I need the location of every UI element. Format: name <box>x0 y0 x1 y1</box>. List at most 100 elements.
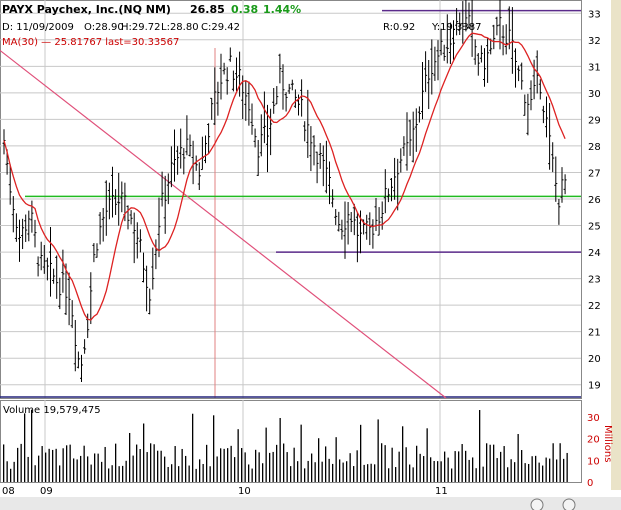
volume-bar <box>192 413 194 482</box>
volume-bar <box>209 466 211 482</box>
volume-bar <box>3 444 5 482</box>
volume-bar <box>83 445 85 482</box>
volume-bar <box>360 424 362 482</box>
volume-bar <box>426 428 428 482</box>
volume-bar <box>314 462 316 482</box>
volume-bar <box>34 465 36 482</box>
volume-bar <box>262 463 264 482</box>
volume-bar <box>468 459 470 482</box>
volume-bar <box>402 426 404 482</box>
volume-bar <box>272 451 274 482</box>
price-change-pct: 1.44% <box>263 3 301 16</box>
volume-bar <box>104 446 106 482</box>
low-value: L:28.80 <box>161 22 199 33</box>
volume-bar <box>206 444 208 482</box>
volume-bar <box>199 459 201 482</box>
volume-bar <box>80 455 82 482</box>
r-value: R:0.92 <box>383 22 415 33</box>
volume-bar <box>297 461 299 482</box>
volume-bar <box>514 462 516 482</box>
volume-bar <box>405 447 407 482</box>
volume-bar <box>517 434 519 482</box>
volume-bar <box>118 466 120 482</box>
y-value: Y:19.3387 <box>431 22 482 33</box>
volume-bar <box>500 451 502 482</box>
volume-bar <box>125 460 127 482</box>
volume-bar <box>377 419 379 482</box>
volume-bar <box>66 445 68 482</box>
scroll-handle-icon[interactable] <box>530 498 544 510</box>
volume-bar <box>41 446 43 482</box>
vertical-grid <box>44 0 441 482</box>
volume-bar <box>87 456 89 482</box>
volume-bar <box>549 458 551 482</box>
volume-bar <box>391 447 393 482</box>
volume-bar <box>461 444 463 482</box>
x-axis-ticks: 08 09 10 11 <box>2 486 448 497</box>
volume-bar <box>496 458 498 482</box>
volume-bar <box>444 451 446 482</box>
volume-bar <box>370 463 372 482</box>
volume-bar <box>230 445 232 482</box>
volume-bar <box>115 443 117 482</box>
volume-bar <box>503 446 505 482</box>
volume-bar <box>339 459 341 482</box>
volume-bar <box>111 465 113 482</box>
volume-bar <box>493 444 495 482</box>
volume-bar <box>510 459 512 482</box>
price-tick-label: 27 <box>588 168 601 179</box>
volume-bar <box>251 468 253 482</box>
volume-bar <box>146 452 148 482</box>
volume-bars <box>3 409 568 482</box>
volume-bar <box>535 455 537 482</box>
volume-bar <box>346 461 348 482</box>
volume-bar <box>342 462 344 482</box>
volume-bar <box>52 449 54 482</box>
volume-bar <box>17 447 19 482</box>
price-tick-label: 26 <box>588 195 601 206</box>
volume-bar <box>300 424 302 482</box>
volume-axis-ticks: 0 10 20 30 <box>587 413 600 489</box>
month-label: 11 <box>435 486 448 497</box>
month-label: 08 <box>2 486 15 497</box>
volume-bar <box>559 443 561 482</box>
volume-bar <box>437 461 439 482</box>
volume-label: Volume 19,579,475 <box>3 405 101 416</box>
volume-bar <box>258 452 260 482</box>
volume-bar <box>489 444 491 482</box>
volume-tick-label: 0 <box>587 478 593 489</box>
volume-bar <box>171 464 173 482</box>
price-tick-label: 23 <box>588 275 601 286</box>
volume-bar <box>451 468 453 482</box>
volume-bar <box>73 458 75 482</box>
volume-bar <box>167 466 169 482</box>
volume-bar <box>447 457 449 482</box>
volume-bar <box>283 443 285 482</box>
volume-bar <box>465 450 467 482</box>
volume-bar <box>412 467 414 482</box>
volume-bar <box>304 468 306 482</box>
volume-bar <box>374 464 376 482</box>
volume-bar <box>556 459 558 482</box>
volume-tick-label: 30 <box>587 413 600 424</box>
volume-bar <box>234 457 236 482</box>
volume-bar <box>276 444 278 482</box>
volume-bar <box>563 458 565 482</box>
volume-bar <box>10 468 12 482</box>
volume-bar <box>384 445 386 482</box>
scroll-handle-icon-2[interactable] <box>562 498 576 510</box>
volume-bar <box>160 450 162 482</box>
volume-bar <box>367 464 369 482</box>
price-axis-ticks: 19 20 21 22 23 24 25 26 27 28 29 30 31 32 33 <box>588 9 601 391</box>
volume-bar <box>227 448 229 482</box>
volume-bar <box>13 461 15 482</box>
price-tick-label: 21 <box>588 328 601 339</box>
volume-bar <box>433 460 435 482</box>
volume-bar <box>269 452 271 482</box>
volume-bar <box>216 456 218 482</box>
price-tick-label: 19 <box>588 381 601 392</box>
volume-bar <box>363 464 365 482</box>
volume-bar <box>307 460 309 482</box>
volume-bar <box>458 451 460 482</box>
